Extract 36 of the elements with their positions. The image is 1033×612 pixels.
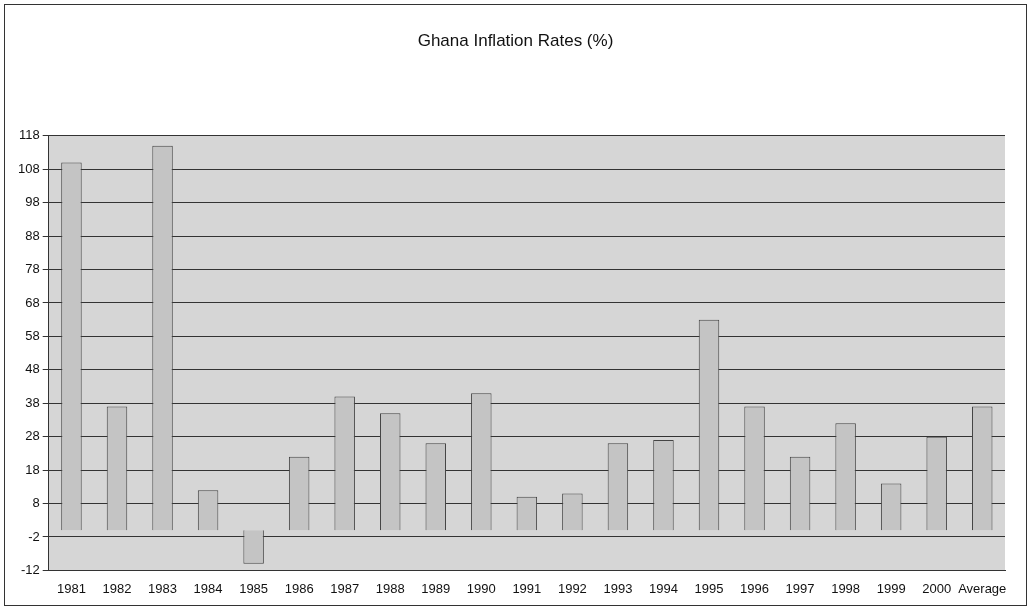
x-tick-label: 1981 (57, 580, 86, 596)
x-tick-label: 1991 (512, 580, 542, 596)
y-tick-label: 48 (25, 361, 40, 377)
x-tick-label: 1995 (694, 580, 724, 596)
y-tick-label: 118 (18, 127, 40, 143)
x-tick-label: 1989 (421, 580, 451, 596)
x-tick-label: 1987 (330, 580, 360, 596)
x-tick-label: 2000 (922, 580, 952, 596)
y-tick-label: 38 (25, 394, 40, 410)
y-tick-label: 108 (17, 160, 40, 176)
x-tick-label: 1983 (148, 580, 177, 596)
x-tick-label: 1984 (193, 580, 223, 596)
y-tick-label: 8 (32, 495, 40, 511)
x-tick-label: 1994 (649, 580, 678, 596)
x-tick-label: Average (958, 580, 1007, 596)
y-tick-label: -2 (28, 528, 40, 544)
x-tick-label: 1996 (740, 580, 769, 596)
chart-title: Ghana Inflation Rates (%) (416, 31, 615, 51)
x-tick-label: 1997 (785, 580, 815, 596)
x-tick-label: 1985 (239, 580, 269, 596)
y-tick-label: 18 (25, 461, 40, 477)
y-tick-label: 78 (25, 261, 40, 277)
x-tick-label: 1992 (557, 580, 587, 596)
y-tick-label: 98 (25, 194, 40, 210)
x-tick-label: 1986 (284, 580, 314, 596)
x-tick-label: 1998 (831, 580, 861, 596)
x-tick-label: 1999 (876, 580, 906, 596)
x-tick-label: 1993 (603, 580, 633, 596)
x-tick-label: 1990 (466, 580, 496, 596)
y-tick-label: -12 (20, 561, 40, 577)
y-tick-label: 88 (25, 227, 40, 243)
x-tick-label: 1982 (102, 580, 132, 596)
x-tick-label: 1988 (375, 580, 405, 596)
y-tick-label: 68 (25, 294, 40, 310)
y-tick-label: 28 (25, 428, 40, 444)
y-tick-label: 58 (25, 327, 40, 343)
